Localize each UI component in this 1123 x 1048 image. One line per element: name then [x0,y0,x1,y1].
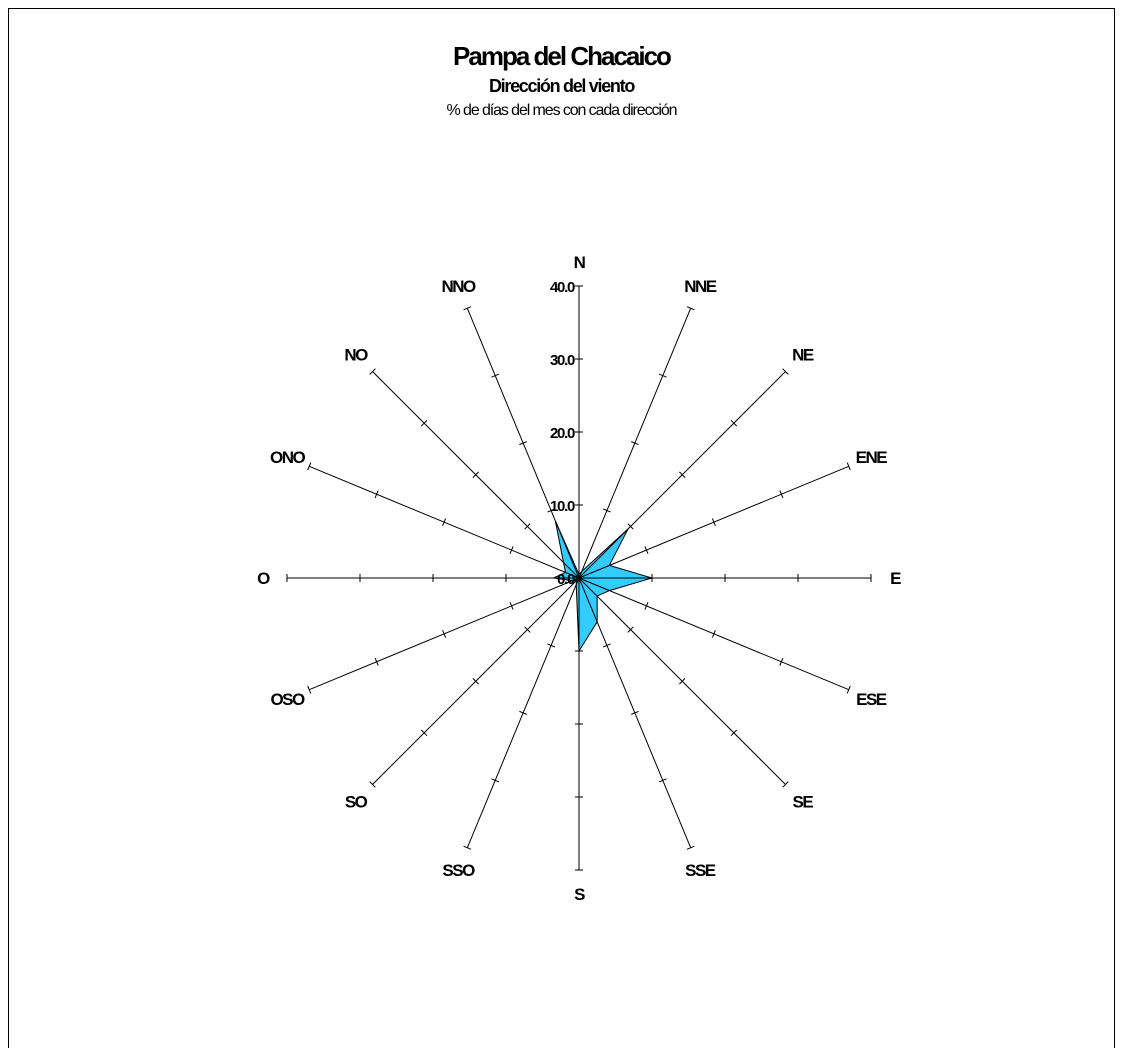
direction-label-sso: SSO [442,861,475,880]
axis-tick [846,685,851,694]
axis-tick [307,462,312,471]
axis-tick [472,678,479,685]
axis-tick [463,306,472,311]
axis-tick [644,602,649,610]
chart-caption: % de días del mes con cada dirección [446,102,678,119]
direction-label-ne: NE [792,346,814,365]
axis-tick [524,523,531,530]
axis-tick [686,845,695,850]
direction-label-nne: NNE [684,277,717,296]
axis-tick [307,685,312,694]
axis-tick [644,546,649,554]
axis-tick [711,518,716,526]
direction-label-se: SE [793,792,814,811]
radial-tick-label: 10.0 [550,498,575,515]
axis-tick [782,368,789,375]
axis-tick [779,657,784,666]
axis-tick [679,471,686,478]
axis-tick [627,523,634,530]
axis-tick [491,373,500,378]
axis-tick [524,626,531,633]
direction-label-oso: OSO [270,690,305,709]
axis-tick [730,419,738,427]
axis-tick [603,508,611,513]
axis-tick [519,710,527,715]
axis-tick [491,778,500,783]
axis-tick [782,781,789,788]
axis-tick [547,643,555,648]
direction-label-no: NO [344,346,368,365]
direction-label-ono: ONO [270,448,306,467]
axis-tick [509,602,514,610]
axis-tick [711,630,716,638]
direction-label-n: N [574,253,586,272]
axis-tick [369,368,376,375]
axis-tick [603,643,611,648]
radial-tick-label: 0.0 [557,571,575,588]
direction-label-ese: ESE [856,690,887,709]
axis-tick [627,626,634,633]
direction-label-sse: SSE [685,861,716,880]
axis-tick [442,518,447,526]
axis-tick [547,508,555,513]
axis-tick [631,710,639,715]
direction-label-o: O [257,569,270,588]
axis-tick [519,441,527,446]
chart-title: Pampa del Chacaico [453,41,672,71]
axis-tick [631,441,639,446]
axis-tick [679,678,686,685]
axis-tick [686,306,695,311]
axis-tick [374,490,379,499]
direction-label-nno: NNO [441,277,476,296]
axis-tick [463,845,472,850]
axis-tick [369,781,376,788]
radial-tick-label: 40.0 [550,279,575,296]
axis-tick [374,657,379,666]
axis-tick [730,729,738,737]
axis-tick [658,373,667,378]
axis-tick [420,729,428,737]
direction-label-so: SO [345,792,368,811]
direction-label-ene: ENE [856,448,888,467]
direction-label-e: E [890,569,901,588]
chart-subtitle: Dirección del viento [488,76,635,96]
chart-title-block: Pampa del Chacaico Dirección del viento … [0,40,1123,122]
axis-tick [472,471,479,478]
axis-tick [420,419,428,427]
chart-frame [8,8,1115,1048]
axis-tick [658,778,667,783]
direction-label-s: S [574,885,585,904]
axis-tick [509,546,514,554]
radial-tick-label: 20.0 [550,425,575,442]
radial-tick-label: 30.0 [550,352,575,369]
axis-tick [442,630,447,638]
axis-tick [846,462,851,471]
axis-tick [779,490,784,499]
